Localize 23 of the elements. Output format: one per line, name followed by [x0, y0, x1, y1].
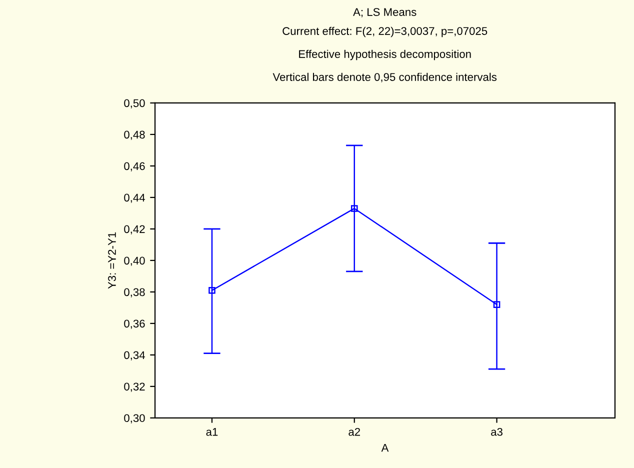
y-axis-title: Y3: =Y2-Y1	[108, 232, 116, 289]
x-axis-title: A	[381, 444, 389, 452]
y-tick-label: 0,36	[124, 320, 145, 329]
x-tick-label: a3	[491, 428, 502, 436]
point	[208, 286, 216, 294]
y-tick-label: 0,44	[124, 194, 145, 203]
y-tick-label: 0,40	[124, 256, 145, 266]
y-tick-label: 0,30	[124, 414, 145, 424]
y-tick-label: 0,42	[124, 225, 145, 234]
text: Effective hypothesis decomposition	[299, 50, 471, 60]
text: Vertical bars denote 0,95 confidence intervals	[272, 72, 497, 82]
y-tick-label: 0,38	[124, 288, 145, 298]
x-tick-label: a2	[348, 428, 360, 436]
point	[493, 301, 500, 308]
x-tick-label: a1	[206, 428, 218, 436]
point	[350, 205, 358, 212]
y-tick-label: 0,46	[124, 162, 145, 172]
y-tick-label: 0,32	[124, 382, 145, 392]
chart-title: A; LS Means	[353, 8, 416, 18]
y-tick-label: 0,50	[124, 99, 145, 108]
y-tick-label: 0,34	[124, 351, 145, 360]
chart-subtitle: Current effect: F(2, 22)=3,0037, p=,07025	[282, 26, 488, 38]
y-tick-label: 0,48	[124, 130, 145, 140]
